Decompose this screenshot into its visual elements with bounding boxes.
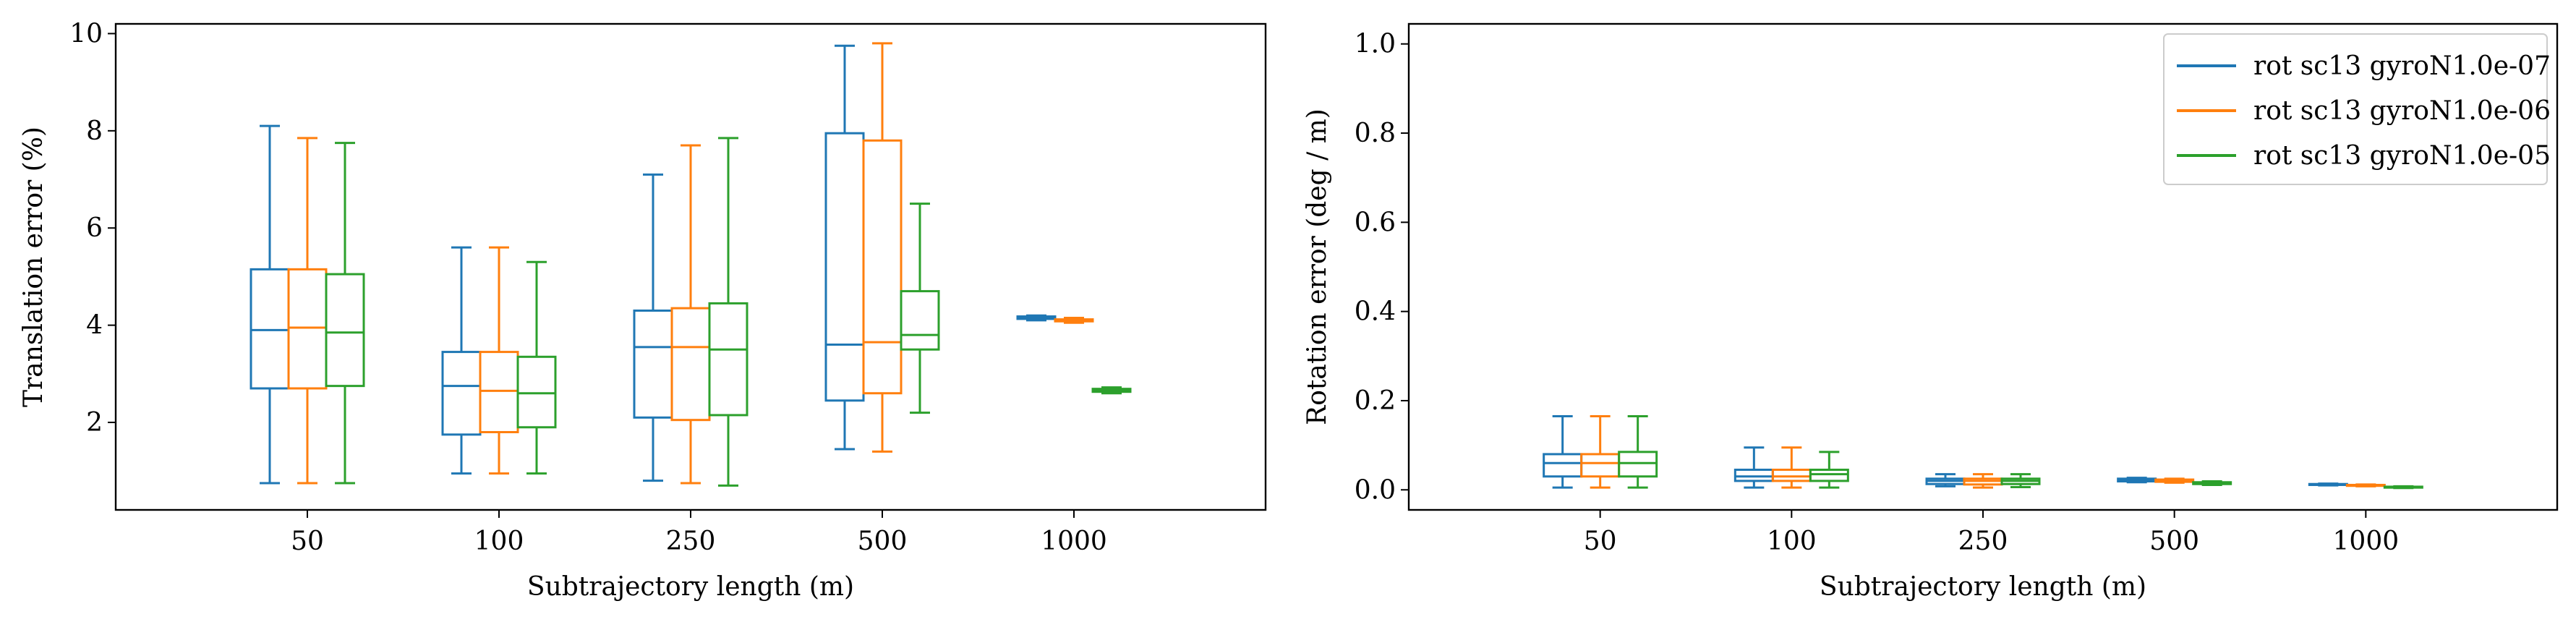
boxplot-2-2 [2000,473,2041,489]
boxplot-0-4 [2308,482,2348,487]
legend-label-2: rot sc13 gyroN1.0e-05 [2253,141,2551,171]
box [287,268,328,390]
box [1733,469,1774,482]
boxplot-1-3 [2154,477,2195,484]
boxplot-1-3 [862,42,903,453]
legend-frame [2163,33,2548,185]
boxplot-1-2 [670,144,711,485]
x-axis-label: Subtrajectory length (m) [1820,572,2146,602]
x-axis-label: Subtrajectory length (m) [527,572,854,602]
x-tick-label: 50 [1584,527,1617,556]
x-tick-label: 50 [291,527,324,556]
boxplot-2-3 [2192,480,2232,486]
boxplot-1-1 [1771,446,1812,489]
x-tick-label: 500 [2149,527,2199,556]
box [325,273,365,388]
y-tick-label: 2 [86,408,103,438]
x-tick-label: 1000 [1041,527,1107,556]
y-tick-label: 0.8 [1355,119,1396,148]
boxplot-2-1 [516,260,557,475]
boxplot-2-0 [325,142,365,485]
y-tick-label: 6 [86,213,103,243]
box [824,132,865,402]
y-tick-label: 0.2 [1355,386,1396,416]
boxplot-2-0 [1618,415,1658,489]
boxplot-2-2 [708,137,749,487]
x-tick-label: 100 [1767,527,1817,556]
boxplot-0-1 [441,246,482,475]
y-tick-label: 10 [69,19,103,48]
x-tick-label: 1000 [2333,527,2400,556]
boxplot-0-1 [1733,446,1774,489]
boxplot-0-0 [250,124,290,485]
y-axis-label: Rotation error (deg / m) [1302,108,1332,425]
boxplot-1-0 [1580,415,1621,489]
box [633,309,673,419]
x-tick-label: 500 [858,527,908,556]
y-tick-label: 0.4 [1355,297,1396,327]
legend-label-0: rot sc13 gyroN1.0e-07 [2253,51,2551,81]
box [862,139,903,395]
box [1543,453,1583,478]
y-tick-label: 0.6 [1355,208,1396,237]
boxplot-1-4 [2345,483,2386,487]
box [670,307,711,422]
boxplot-1-4 [1054,317,1094,324]
boxplot-0-3 [824,44,865,451]
boxplot-1-0 [287,137,328,485]
boxplot-0-3 [2117,477,2157,484]
boxplot-1-2 [1963,473,2003,489]
boxplot-2-3 [900,203,940,414]
boxplot-0-2 [633,173,673,482]
box [1580,453,1621,478]
x-tick-label: 250 [1958,527,2008,556]
boxplot-2-1 [1809,451,1849,489]
box [708,302,749,417]
boxplot-1-1 [479,246,519,475]
box [1809,469,1849,482]
x-tick-label: 250 [666,527,716,556]
box [1618,451,1658,478]
box [250,268,290,390]
x-tick-label: 100 [474,527,524,556]
y-tick-label: 4 [86,311,103,341]
y-tick-label: 1.0 [1355,30,1396,59]
box [479,351,519,433]
boxplot-0-4 [1016,314,1057,322]
y-tick-label: 0.0 [1355,475,1396,505]
legend: rot sc13 gyroN1.0e-07 rot sc13 gyroN1.0e-… [2163,33,2551,185]
y-tick-label: 8 [86,116,103,146]
boxplot-2-4 [1091,386,1132,395]
box [516,355,557,429]
translation-error-panel: 2 4 6 8 10 50 100 250 500 1000 Subtrajectory lengt… [19,19,1267,602]
y-axis-label: Translation error (%) [19,127,48,407]
box [1771,469,1812,482]
boxplot-2-4 [2383,485,2423,490]
rotation-error-panel: 0.0 0.2 0.4 0.6 0.8 1.0 50 100 250 500 1000 Subtraj… [1302,22,2559,602]
legend-label-1: rot sc13 gyroN1.0e-06 [2253,96,2551,126]
boxplot-0-0 [1543,415,1583,489]
box [441,351,482,436]
boxplot-0-2 [1925,473,1966,487]
box [900,290,940,351]
